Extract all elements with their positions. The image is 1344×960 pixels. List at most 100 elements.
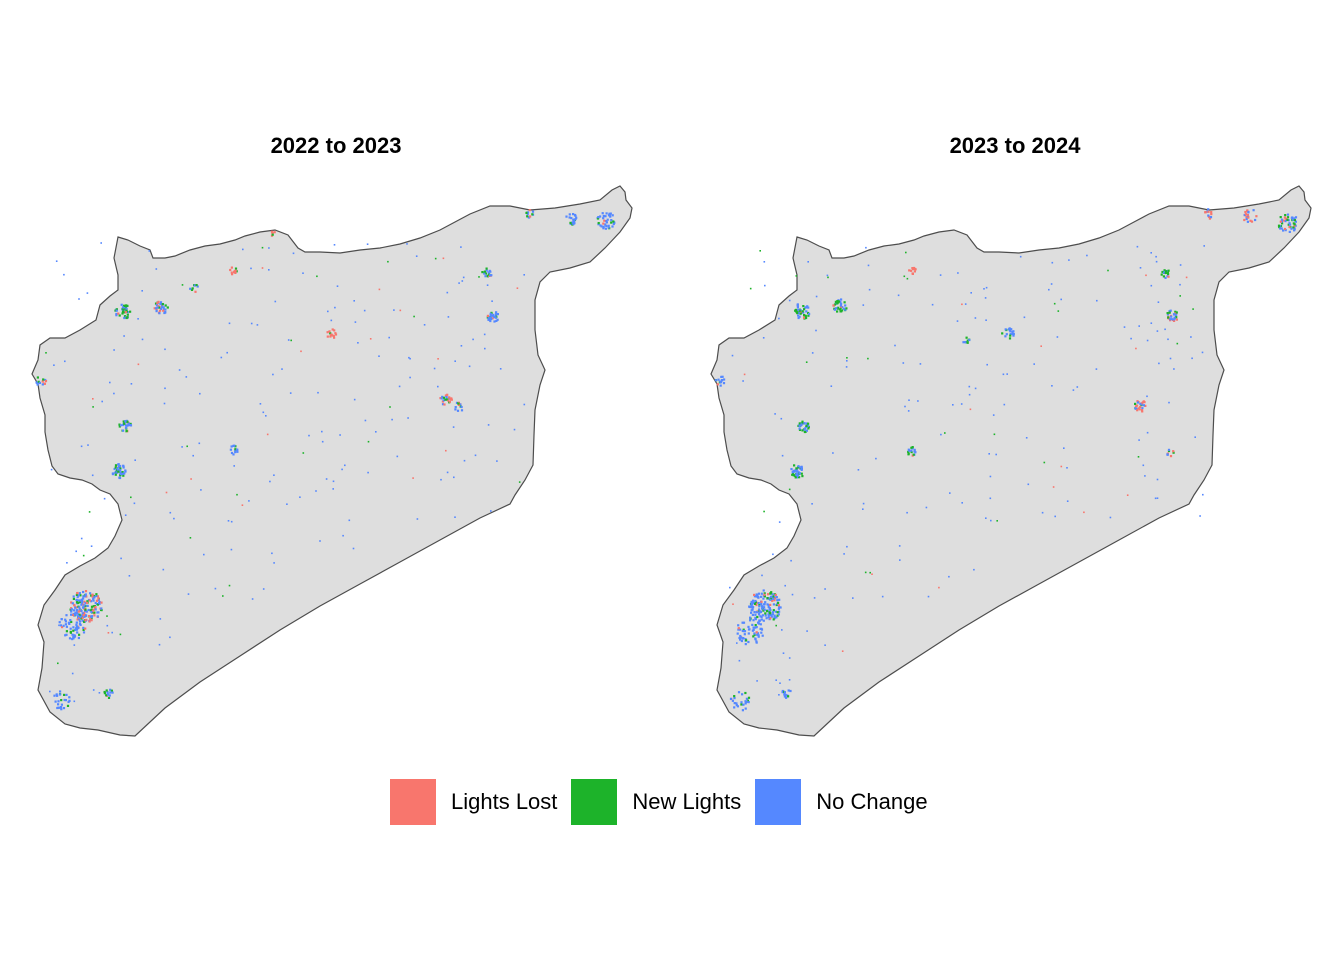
light-pixel bbox=[493, 320, 496, 323]
light-pixel bbox=[1293, 224, 1296, 228]
light-pixel bbox=[364, 419, 367, 422]
light-pixel bbox=[77, 594, 80, 597]
light-pixel bbox=[1142, 464, 1145, 467]
light-pixel bbox=[273, 474, 275, 476]
light-pixel bbox=[96, 615, 99, 618]
light-pixel bbox=[836, 300, 839, 303]
light-pixel bbox=[1252, 209, 1255, 212]
light-pixel bbox=[290, 339, 292, 342]
light-pixel bbox=[568, 216, 571, 219]
legend-item-lights-lost: Lights Lost bbox=[390, 779, 557, 825]
light-pixel bbox=[993, 433, 996, 436]
light-pixel bbox=[58, 624, 60, 627]
light-pixel bbox=[1174, 312, 1177, 315]
light-pixel bbox=[743, 373, 746, 376]
light-pixel bbox=[449, 397, 453, 400]
light-pixel bbox=[910, 269, 913, 272]
light-pixel bbox=[460, 409, 464, 412]
light-pixel bbox=[1281, 222, 1284, 225]
light-pixel bbox=[90, 545, 93, 547]
light-pixel bbox=[446, 471, 449, 474]
light-pixel bbox=[776, 611, 779, 614]
light-pixel bbox=[287, 339, 290, 341]
country-outline bbox=[31, 185, 633, 737]
light-pixel bbox=[1204, 211, 1207, 214]
light-pixel bbox=[485, 269, 488, 272]
light-pixel bbox=[91, 593, 94, 596]
light-pixel bbox=[742, 628, 745, 631]
light-pixel bbox=[118, 476, 122, 480]
light-pixel bbox=[328, 330, 331, 333]
light-pixel bbox=[88, 599, 91, 602]
light-pixel bbox=[286, 503, 288, 505]
light-pixel bbox=[333, 336, 336, 339]
light-pixel bbox=[1287, 219, 1290, 222]
light-pixel bbox=[65, 693, 68, 696]
light-pixel bbox=[1072, 389, 1075, 391]
light-pixel bbox=[798, 472, 801, 475]
light-pixel bbox=[57, 662, 59, 665]
light-pixel bbox=[321, 440, 324, 443]
light-pixel bbox=[986, 363, 988, 366]
light-pixel bbox=[494, 316, 497, 319]
light-pixel bbox=[233, 271, 236, 274]
light-pixel bbox=[269, 480, 271, 483]
light-pixel bbox=[771, 599, 774, 602]
light-pixel bbox=[60, 708, 63, 711]
light-pixel bbox=[840, 302, 843, 305]
light-pixel bbox=[78, 618, 81, 621]
light-pixel bbox=[446, 393, 449, 396]
light-pixel bbox=[766, 603, 769, 606]
light-pixel bbox=[378, 288, 381, 291]
light-pixel bbox=[161, 303, 164, 306]
light-pixel bbox=[1051, 385, 1053, 387]
light-pixel bbox=[289, 392, 292, 394]
light-pixel bbox=[98, 692, 101, 694]
light-pixel bbox=[412, 477, 414, 479]
light-pixel bbox=[782, 652, 785, 654]
light-pixel bbox=[66, 704, 70, 707]
light-pixel bbox=[154, 302, 158, 305]
light-pixel bbox=[333, 244, 336, 246]
light-pixel bbox=[845, 366, 848, 368]
light-pixel bbox=[747, 640, 750, 644]
light-pixel bbox=[602, 214, 605, 218]
light-pixel bbox=[985, 286, 988, 289]
light-pixel bbox=[441, 403, 445, 406]
light-pixel bbox=[741, 637, 744, 640]
light-pixel bbox=[63, 693, 66, 696]
light-pixel bbox=[797, 466, 800, 469]
light-pixel bbox=[756, 632, 760, 635]
light-pixel bbox=[460, 246, 462, 248]
light-pixel bbox=[835, 307, 838, 310]
light-pixel bbox=[100, 608, 103, 611]
light-pixel bbox=[742, 380, 744, 382]
light-pixel bbox=[759, 610, 762, 613]
light-pixel bbox=[61, 626, 64, 629]
light-pixel bbox=[1175, 311, 1178, 314]
light-pixel bbox=[300, 350, 302, 353]
light-pixel bbox=[1095, 368, 1098, 370]
light-pixel bbox=[354, 321, 357, 323]
light-pixel bbox=[714, 379, 717, 382]
light-pixel bbox=[737, 627, 740, 630]
light-pixel bbox=[1255, 215, 1258, 218]
light-pixel bbox=[366, 243, 369, 245]
light-pixel bbox=[753, 633, 756, 636]
light-pixel bbox=[71, 602, 74, 605]
light-pixel bbox=[783, 691, 786, 694]
light-pixel bbox=[1194, 436, 1196, 438]
light-pixel bbox=[160, 306, 164, 309]
light-pixel bbox=[228, 584, 231, 587]
light-pixel bbox=[203, 553, 205, 556]
light-pixel bbox=[1279, 216, 1282, 219]
light-pixel bbox=[74, 628, 77, 631]
light-pixel bbox=[800, 468, 803, 471]
light-pixel bbox=[447, 399, 450, 402]
light-pixel bbox=[1012, 334, 1015, 337]
light-pixel bbox=[302, 452, 305, 454]
light-pixel bbox=[1076, 386, 1079, 388]
light-pixel bbox=[326, 331, 329, 334]
light-pixel bbox=[602, 225, 605, 228]
light-pixel bbox=[865, 246, 867, 249]
